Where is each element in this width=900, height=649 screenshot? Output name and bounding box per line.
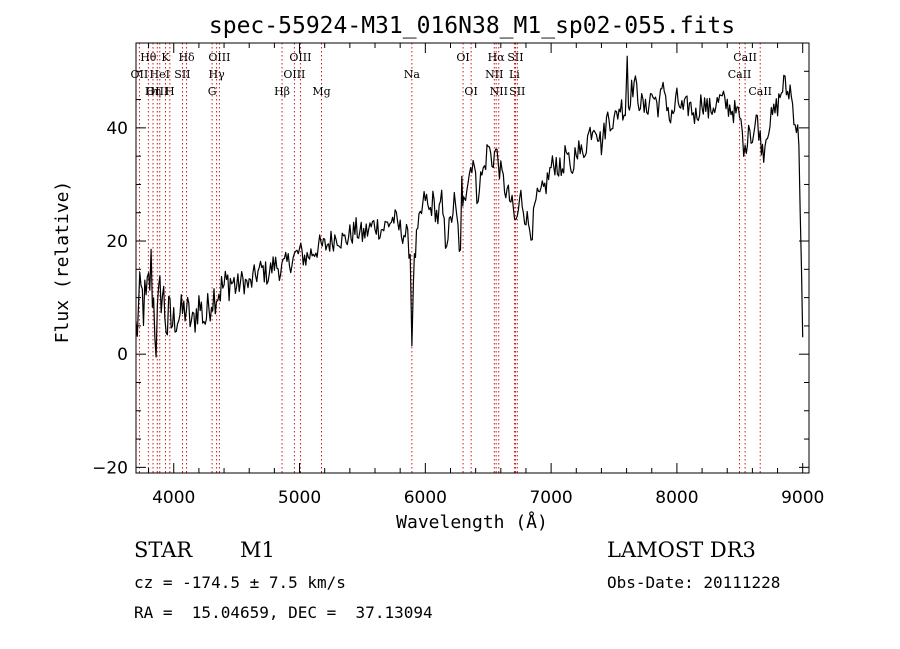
marker-label: CaII: [728, 68, 752, 81]
marker-label: OIII: [146, 85, 168, 98]
x-tick-label: 5000: [278, 488, 321, 508]
y-tick-label: 20: [106, 232, 128, 252]
x-tick-label: 7000: [529, 488, 572, 508]
plot-frame: [135, 42, 810, 474]
marker-label: OI: [456, 51, 469, 64]
y-tick-label: 40: [106, 119, 128, 139]
marker-label: Li: [509, 68, 520, 81]
marker-label: OII: [131, 68, 149, 81]
marker-label: Hθ: [140, 51, 157, 64]
marker-label: OIII: [208, 51, 230, 64]
marker-label: G: [208, 85, 217, 98]
y-tick-label: 0: [117, 345, 128, 365]
x-tick-label: 8000: [655, 488, 698, 508]
observation-date: Obs-Date: 20111228: [607, 573, 781, 592]
marker-label: SII: [509, 85, 525, 98]
marker-label: OI: [464, 85, 477, 98]
object-class: STAR: [134, 538, 193, 562]
flux-series-line: [135, 55, 804, 358]
marker-label: OIII: [283, 68, 305, 81]
marker-label: Na: [404, 68, 421, 81]
object-subclass: M1: [240, 538, 275, 562]
marker-label: Mg: [312, 85, 330, 98]
marker-label: HeI: [150, 68, 170, 81]
y-axis-label: Flux (relative): [52, 181, 73, 344]
marker-label: SII: [507, 51, 523, 64]
chart-title: spec-55924-M31_016N38_M1_sp02-055.fits: [209, 13, 735, 39]
marker-label: CaII: [733, 51, 757, 64]
marker-label: NII: [485, 68, 503, 81]
marker-label: H: [165, 85, 175, 98]
marker-label: Hη: [145, 85, 161, 98]
marker-label: Hβ: [274, 85, 290, 98]
x-tick-label: 9000: [781, 488, 824, 508]
marker-label: OIII: [289, 51, 311, 64]
marker-label: SII: [174, 68, 190, 81]
marker-label: K: [161, 51, 170, 64]
x-axis-label: Wavelength (Å): [396, 511, 548, 533]
redshift-velocity: cz = -174.5 ± 7.5 km/s: [134, 573, 346, 592]
sky-coordinates: RA = 15.04659, DEC = 37.13094: [134, 603, 433, 622]
marker-label: NII: [490, 85, 508, 98]
marker-label: CaII: [748, 85, 772, 98]
survey-name: LAMOST DR3: [607, 538, 756, 562]
axis-ticks: 4000 5000 6000 7000 8000 9000 −20 0 20 40: [92, 43, 824, 508]
marker-label: Hα: [488, 51, 506, 64]
marker-label: Hγ: [209, 68, 226, 81]
x-tick-label: 4000: [152, 488, 195, 508]
y-tick-label: −20: [92, 458, 128, 478]
x-tick-label: 6000: [404, 488, 447, 508]
marker-label: Hδ: [178, 51, 195, 64]
